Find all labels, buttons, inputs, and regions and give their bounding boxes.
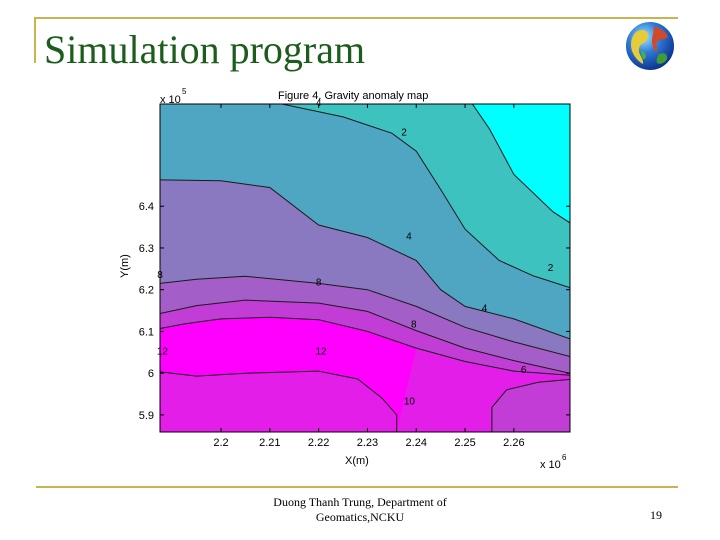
footer-line-1: Duong Thanh Trung, Department of: [273, 495, 447, 509]
contour-label: 4: [406, 232, 412, 243]
y-multiplier: x 10: [160, 94, 181, 106]
band-0-2: [282, 104, 570, 288]
left-rule: [34, 17, 36, 63]
contour-line-4: [160, 179, 570, 340]
y-tick-label: 6.4: [139, 201, 154, 213]
y-tick-label: 6: [148, 368, 154, 380]
plot-frame: [159, 103, 571, 433]
footer-line-2: Geomatics,NCKU: [315, 510, 405, 524]
contour-line-0: [471, 104, 570, 224]
slide-title: Simulation program: [44, 27, 366, 72]
band-lower-right: [491, 379, 570, 432]
x-tick-label: 2.26: [503, 437, 524, 449]
x-exponent: 6: [562, 453, 567, 462]
y-tick-label: 5.9: [139, 410, 154, 422]
contour-label: 6: [521, 365, 527, 376]
contour-line-10: [160, 370, 398, 432]
globe-icon: [624, 20, 676, 72]
chart-title: Figure 4. Gravity anomaly map: [278, 90, 428, 102]
contour-line-12: [491, 378, 570, 432]
band-4-6: [160, 179, 570, 357]
contour-label: 12: [316, 346, 328, 357]
band-below-0: [472, 104, 570, 223]
x-tick-label: 2.24: [406, 437, 427, 449]
contour-label: 10: [404, 396, 416, 407]
x-axis-label: X(m): [345, 455, 369, 467]
y-tick-label: 6.1: [139, 326, 154, 338]
contour-label: 2: [401, 127, 407, 138]
band-8-10: [160, 300, 570, 376]
contour-label: 8: [411, 319, 417, 330]
bottom-rule: [36, 486, 678, 488]
contour-line-8: [160, 299, 570, 374]
x-tick-label: 2.23: [357, 437, 378, 449]
contour-line-6: [160, 275, 570, 357]
contour-label: 8: [316, 278, 322, 289]
contour-line-12: [160, 316, 570, 376]
page-number: 19: [650, 508, 662, 522]
x-tick-label: 2.25: [454, 437, 475, 449]
band-above-12: [160, 317, 417, 432]
top-rule: [36, 17, 678, 19]
x-tick-label: 2.22: [308, 437, 329, 449]
y-tick-label: 6.2: [139, 285, 154, 297]
contour-line-2: [281, 104, 570, 289]
x-tick-label: 2.2: [213, 437, 228, 449]
y-exponent: 5: [182, 87, 187, 96]
x-multiplier: x 10: [540, 459, 561, 471]
y-tick-label: 6.3: [139, 243, 154, 255]
contour-label: 12: [157, 346, 169, 357]
x-tick-label: 2.21: [259, 437, 280, 449]
contour-label: 4: [482, 303, 488, 314]
y-axis-label: Y(m): [119, 254, 131, 278]
contour-label: 2: [548, 263, 554, 274]
footer-credit: Duong Thanh Trung, Department of Geomati…: [255, 495, 465, 525]
